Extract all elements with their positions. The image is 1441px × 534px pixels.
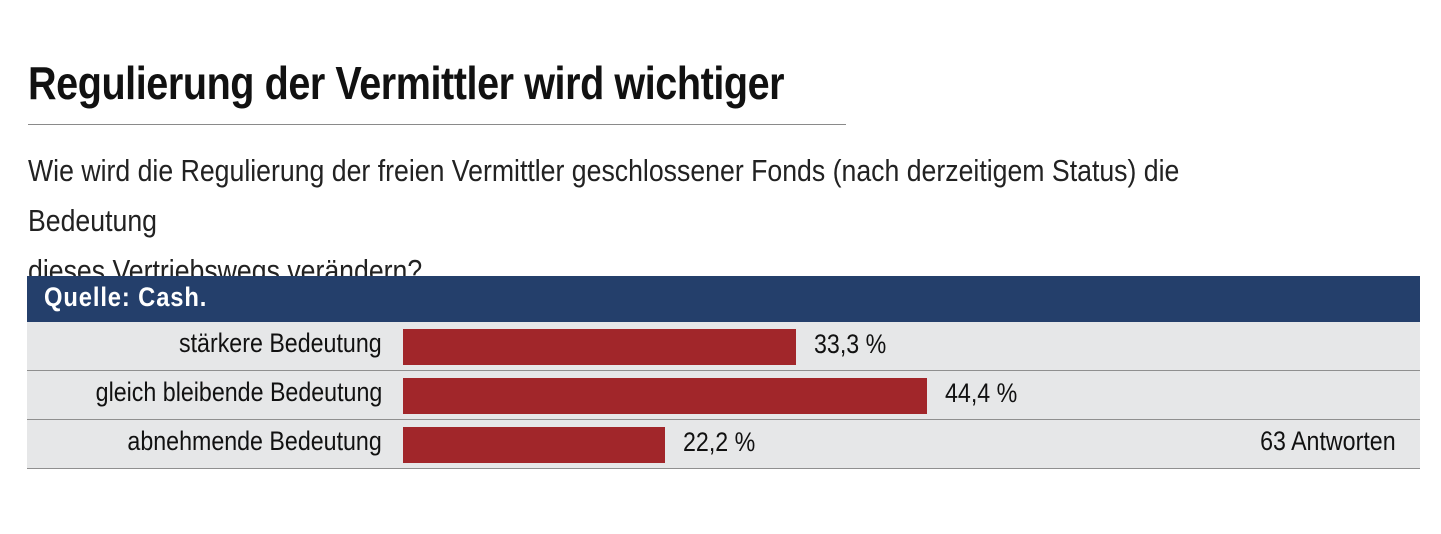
bar-chart: Quelle: Cash. stärkere Bedeutung 33,3 % …: [27, 276, 1420, 469]
bar: [403, 329, 796, 365]
chart-subtitle: Wie wird die Regulierung der freien Verm…: [28, 146, 1266, 296]
category-label: gleich bleibende Bedeutung: [95, 377, 382, 407]
value-label: 44,4 %: [944, 378, 1018, 408]
bar-row: stärkere Bedeutung 33,3 %: [27, 322, 1420, 371]
bar-row: abnehmende Bedeutung 22,2 % 63 Antworten: [27, 420, 1420, 469]
bar-row: gleich bleibende Bedeutung 44,4 %: [27, 371, 1420, 420]
category-label: stärkere Bedeutung: [179, 328, 382, 358]
subtitle-line-1: Wie wird die Regulierung der freien Verm…: [28, 153, 1180, 238]
bar: [403, 378, 927, 414]
bar: [403, 427, 665, 463]
chart-title: Regulierung der Vermittler wird wichtige…: [28, 57, 785, 109]
value-label: 33,3 %: [813, 329, 887, 359]
chart-header: Quelle: Cash.: [27, 276, 1420, 322]
category-label: abnehmende Bedeutung: [127, 426, 382, 456]
value-label: 22,2 %: [682, 427, 756, 457]
source-label: Quelle: Cash.: [44, 282, 208, 312]
title-divider: [28, 124, 846, 125]
responses-note: 63 Antworten: [1260, 426, 1396, 456]
